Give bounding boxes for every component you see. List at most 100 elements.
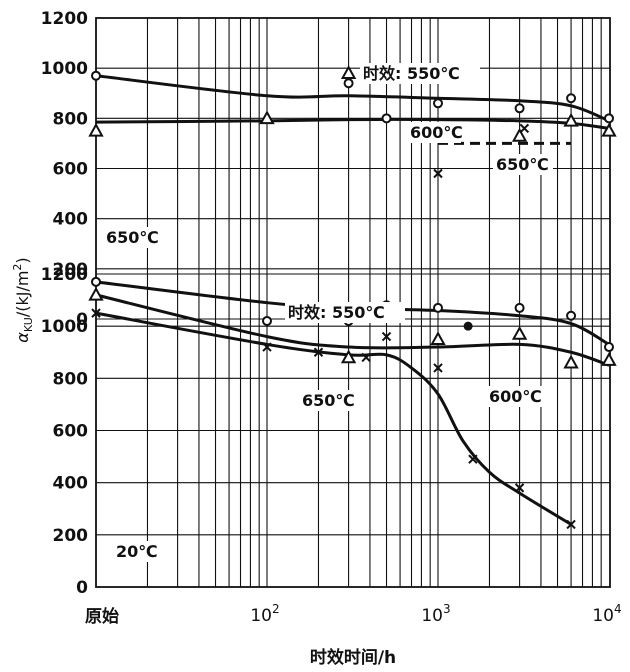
point-l650-5-b [433, 363, 443, 373]
point-l650-2 [313, 347, 324, 357]
anno-lower-550: 时效: 550℃ [288, 303, 385, 322]
curve-l550 [95, 280, 610, 346]
x-tick-3-exp: 4 [614, 602, 622, 616]
tick-labels-layer: 0 200 400 600 800 1000 1200 0 200 400 600 800 1000 12… [41, 9, 622, 627]
y-axis-title-close: ) [13, 257, 32, 263]
point-l650-5 [433, 363, 443, 373]
y-tick-upper-3: 600 [53, 160, 89, 180]
y-tick-lower-6: 1200 [41, 265, 88, 285]
point-l650-3 [361, 352, 371, 363]
anno-lower-temperature-bg [113, 541, 167, 562]
x-tick-1: 102 [250, 602, 279, 626]
point-u600-5 [601, 122, 617, 137]
anno-upper-650-bg [493, 154, 553, 175]
anno-upper-600: 600℃ [410, 123, 463, 142]
point-l600-5 [601, 352, 617, 366]
point-l650-8-b [566, 519, 576, 530]
point-u650-0 [433, 168, 443, 179]
anno-upper-550: 时效: 550℃ [363, 64, 460, 83]
point-u650-1 [519, 123, 530, 134]
annotations-layer: 时效: 550℃ 600℃ 650℃ 650℃ 时效: 550℃ 600℃ 650℃ 20℃ [103, 63, 553, 562]
point-l650-6 [468, 454, 478, 464]
point-l600-3 [511, 325, 528, 340]
point-l650-0 [91, 308, 101, 318]
point-l650-3-b [361, 352, 371, 363]
y-tick-upper-0: 0 [76, 310, 88, 330]
point-u550-5 [566, 93, 577, 104]
y-tick-upper-4: 800 [53, 109, 89, 129]
anno-lower-650-bg [299, 390, 365, 411]
anno-lower-550-bg [285, 302, 405, 323]
x-tick-0: 原始 [85, 606, 119, 627]
y-axis-title-rest: /(kJ/m [13, 271, 32, 318]
point-l600-2 [430, 331, 446, 346]
x-tick-3: 104 [592, 602, 621, 626]
y-axis-title-sup: 2 [11, 264, 24, 271]
point-u600-3 [511, 127, 528, 142]
x-tick-2-exp: 3 [443, 602, 451, 616]
point-l550-0 [91, 276, 101, 287]
x-tick-1-exp: 2 [272, 602, 280, 616]
point-l550-5 [514, 302, 525, 313]
markers-layer [88, 65, 617, 530]
point-l550-1 [262, 315, 272, 326]
curves-layer [95, 74, 610, 526]
point-l600-1 [340, 349, 357, 364]
point-l650-0-b [91, 308, 101, 318]
y-axis-title-alpha: α [13, 332, 32, 343]
point-l650-6-b [468, 454, 478, 464]
plot-frame [95, 17, 611, 588]
y-tick-lower-1: 200 [53, 526, 89, 546]
curve-l650 [95, 311, 572, 526]
point-l650-7 [514, 483, 525, 493]
curve-u600 [95, 117, 610, 130]
y-axis-title-sub: KU [22, 317, 35, 332]
point-u550-3 [433, 98, 443, 109]
y-tick-lower-3: 600 [53, 422, 89, 442]
anno-lower-temperature: 20℃ [116, 542, 158, 561]
y-axis-title: αKU/(kJ/m2) [11, 257, 35, 342]
point-l600-4 [563, 354, 579, 369]
point-l650-2-b [313, 347, 324, 357]
x-axis-title: 时效时间/h [310, 647, 396, 668]
point-u550-0 [91, 70, 101, 81]
y-tick-lower-2: 400 [53, 474, 89, 494]
anno-upper-600-bg [407, 122, 461, 143]
y-tick-upper-6: 1200 [41, 9, 88, 29]
point-u650-0-b [433, 168, 443, 179]
point-l550-6 [566, 310, 577, 321]
point-l550-4 [433, 302, 443, 313]
x-tick-3-base: 10 [592, 606, 614, 626]
y-tick-upper-1: 200 [53, 260, 89, 280]
point-l600-0 [88, 286, 104, 301]
point-u600-1 [259, 110, 275, 125]
point-u550-6 [604, 113, 614, 124]
point-u600-0 [88, 122, 104, 137]
point-u600-4 [563, 112, 579, 127]
curve-l600 [95, 293, 610, 367]
point-u550-2 [381, 113, 392, 124]
anno-lower-650: 650℃ [302, 391, 355, 410]
anno-lower-600: 600℃ [489, 387, 542, 406]
y-tick-upper-2: 400 [53, 210, 89, 230]
x-tick-2: 103 [421, 602, 450, 626]
point-l650-1-b [262, 342, 272, 352]
curve-u550 [95, 74, 610, 123]
point-u550-4 [514, 103, 525, 114]
point-u550-1 [343, 78, 354, 89]
y-tick-upper-5: 1000 [41, 59, 88, 79]
x-tick-2-base: 10 [421, 606, 443, 626]
y-tick-lower-4: 800 [53, 369, 89, 389]
point-u600-2 [340, 65, 357, 79]
y-tick-lower-0: 0 [76, 578, 88, 598]
point-l650-1 [262, 342, 272, 352]
point-l_dot-0 [463, 321, 473, 331]
x-tick-1-base: 10 [250, 606, 272, 626]
point-l550-7 [604, 342, 614, 353]
y-tick-lower-5: 1000 [41, 317, 88, 337]
point-l650-7-b [514, 483, 525, 493]
anno-upper-650: 650℃ [496, 155, 549, 174]
anno-upper-temperature-bg [103, 227, 167, 248]
point-u650-1-b [519, 123, 530, 134]
